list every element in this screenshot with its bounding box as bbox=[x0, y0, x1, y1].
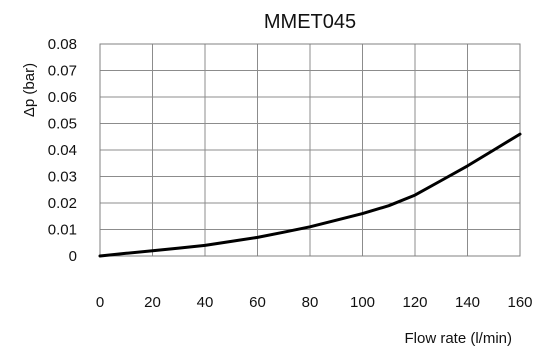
y-tick-label: 0.02 bbox=[48, 195, 77, 212]
grid bbox=[100, 44, 520, 256]
x-tick-label: 60 bbox=[249, 294, 266, 311]
x-tick-label: 40 bbox=[197, 294, 214, 311]
x-tick-label: 120 bbox=[402, 294, 427, 311]
chart-title: MMET045 bbox=[264, 11, 356, 33]
y-tick-label: 0.04 bbox=[48, 142, 77, 159]
y-tick-labels: 0 0.01 0.02 0.03 0.04 0.05 0.06 0.07 0.08 bbox=[48, 36, 77, 265]
x-tick-labels: 0 20 40 60 80 100 120 140 160 bbox=[96, 294, 533, 311]
y-tick-label: 0.08 bbox=[48, 36, 77, 53]
x-tick-label: 100 bbox=[350, 294, 375, 311]
x-tick-label: 80 bbox=[302, 294, 319, 311]
y-tick-label: 0.03 bbox=[48, 169, 77, 186]
y-axis-label: Δp (bar) bbox=[21, 63, 38, 117]
x-tick-label: 160 bbox=[507, 294, 532, 311]
y-tick-label: 0.01 bbox=[48, 222, 77, 239]
y-tick-label: 0.05 bbox=[48, 116, 77, 133]
x-tick-label: 140 bbox=[455, 294, 480, 311]
y-tick-label: 0.07 bbox=[48, 63, 77, 80]
x-tick-label: 0 bbox=[96, 294, 104, 311]
x-tick-label: 20 bbox=[144, 294, 161, 311]
y-tick-label: 0.06 bbox=[48, 89, 77, 106]
y-tick-label: 0 bbox=[69, 248, 77, 265]
x-axis-label: Flow rate (l/min) bbox=[404, 330, 512, 347]
